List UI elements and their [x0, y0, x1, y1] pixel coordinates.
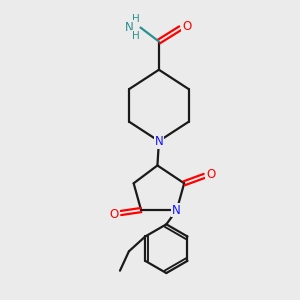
Text: O: O — [110, 208, 119, 221]
Text: N: N — [172, 203, 181, 217]
Text: O: O — [182, 20, 191, 34]
Text: H: H — [132, 14, 140, 24]
Text: N: N — [125, 21, 134, 34]
Text: H: H — [132, 31, 140, 41]
Text: O: O — [206, 168, 216, 181]
Text: N: N — [154, 135, 163, 148]
